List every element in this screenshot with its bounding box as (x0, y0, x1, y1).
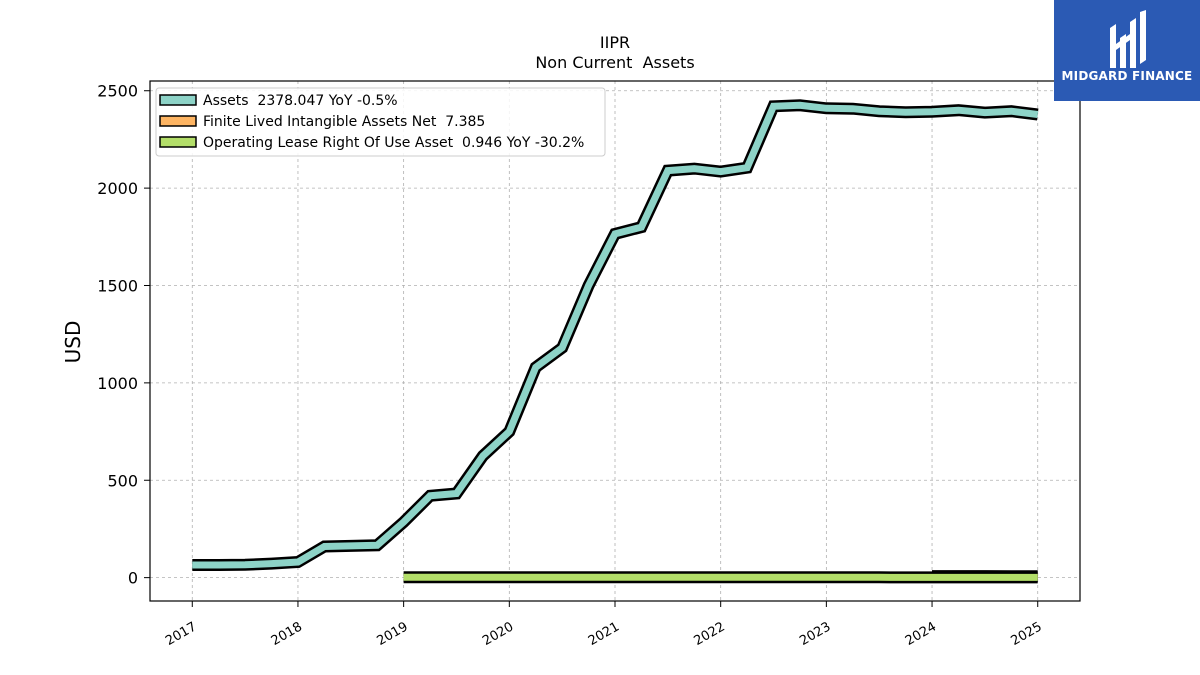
legend-label: Operating Lease Right Of Use Asset 0.946… (203, 135, 584, 151)
y-tick-label: 2500 (97, 82, 138, 101)
y-axis: 0 500 1000 1500 2000 2500 (97, 82, 150, 588)
legend-label: Finite Lived Intangible Assets Net 7.385 (203, 114, 485, 130)
x-tick-label: 2020 (480, 619, 516, 649)
legend: Assets 2378.047 YoY -0.5% Finite Lived In… (155, 87, 606, 157)
legend-swatch (159, 94, 197, 106)
y-tick-label: 1500 (97, 276, 138, 295)
midgard-logo: MIDGARD FINANCE (1054, 0, 1200, 101)
y-tick-label: 2000 (97, 179, 138, 198)
series-line-0 (192, 101, 1039, 569)
x-tick-label: 2022 (692, 619, 728, 649)
y-axis-label: USD (61, 321, 85, 364)
legend-box (155, 87, 606, 157)
x-tick-label: 2019 (374, 619, 410, 649)
y-tick-label: 0 (128, 569, 138, 588)
x-tick-label: 2021 (586, 619, 622, 649)
legend-swatch (159, 136, 197, 148)
x-tick-label: 2018 (269, 619, 305, 649)
grid (150, 81, 1080, 601)
y-tick-label: 500 (107, 471, 138, 490)
legend-swatch (159, 115, 197, 127)
x-tick-label: 2024 (903, 619, 939, 649)
series-layer (192, 99, 1039, 584)
x-tick-label: 2017 (163, 619, 199, 649)
legend-label: Assets 2378.047 YoY -0.5% (203, 93, 398, 109)
y-tick-label: 1000 (97, 374, 138, 393)
x-tick-label: 2025 (1009, 619, 1045, 649)
x-axis: 2017 2018 2019 2020 2021 2022 2023 2024 2025 (163, 601, 1045, 649)
chart-title: IIPR (600, 33, 630, 52)
x-tick-label: 2023 (797, 619, 833, 649)
chart-subtitle: Non Current Assets (535, 53, 694, 72)
logo-text: MIDGARD FINANCE (1061, 69, 1193, 83)
midgard-logo-icon (1110, 10, 1146, 68)
